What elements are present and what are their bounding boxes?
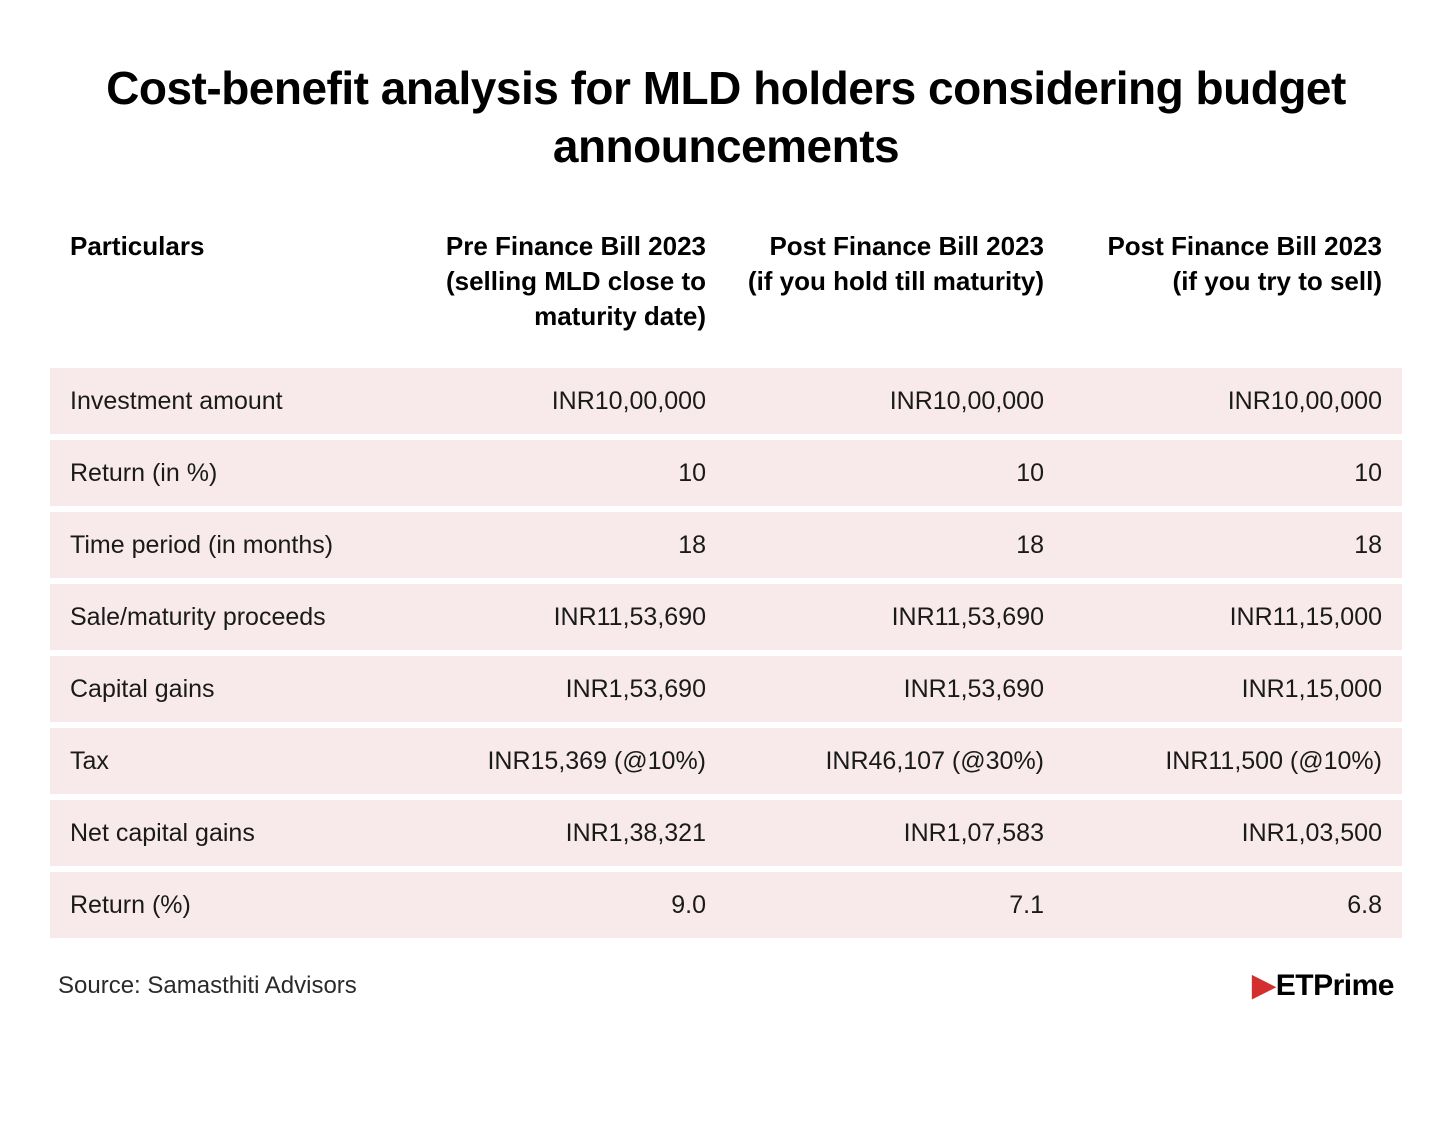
row-value: INR10,00,000 [726,368,1064,434]
row-value: INR11,53,690 [726,584,1064,650]
row-value: 10 [388,440,726,506]
column-header-post-hold: Post Finance Bill 2023 (if you hold till… [726,221,1064,362]
page-title: Cost-benefit analysis for MLD holders co… [50,60,1402,175]
row-value: 10 [1064,440,1402,506]
column-header-particulars: Particulars [50,221,388,362]
row-value: INR1,07,583 [726,800,1064,866]
row-label: Capital gains [50,656,388,722]
row-value: 18 [726,512,1064,578]
row-value: INR15,369 (@10%) [388,728,726,794]
play-icon: ▶ [1252,968,1275,1003]
source-text: Source: Samasthiti Advisors [58,972,357,1000]
row-value: INR46,107 (@30%) [726,728,1064,794]
row-value: 9.0 [388,872,726,938]
row-label: Return (in %) [50,440,388,506]
table-row: Capital gains INR1,53,690 INR1,53,690 IN… [50,656,1402,722]
row-value: INR10,00,000 [1064,368,1402,434]
table-row: Tax INR15,369 (@10%) INR46,107 (@30%) IN… [50,728,1402,794]
row-value: INR11,53,690 [388,584,726,650]
row-value: 7.1 [726,872,1064,938]
table-row: Investment amount INR10,00,000 INR10,00,… [50,368,1402,434]
row-value: INR11,500 (@10%) [1064,728,1402,794]
table-row: Return (in %) 10 10 10 [50,440,1402,506]
table-row: Sale/maturity proceeds INR11,53,690 INR1… [50,584,1402,650]
row-value: INR10,00,000 [388,368,726,434]
footer: Source: Samasthiti Advisors ▶ETPrime [50,968,1402,1003]
row-value: INR1,38,321 [388,800,726,866]
column-header-pre-finance: Pre Finance Bill 2023 (selling MLD close… [388,221,726,362]
table-row: Return (%) 9.0 7.1 6.8 [50,872,1402,938]
table-row: Net capital gains INR1,38,321 INR1,07,58… [50,800,1402,866]
table-row: Time period (in months) 18 18 18 [50,512,1402,578]
row-value: INR1,53,690 [726,656,1064,722]
row-value: INR1,15,000 [1064,656,1402,722]
table-header-row: Particulars Pre Finance Bill 2023 (selli… [50,221,1402,362]
column-header-post-sell: Post Finance Bill 2023 (if you try to se… [1064,221,1402,362]
row-label: Net capital gains [50,800,388,866]
row-value: INR11,15,000 [1064,584,1402,650]
row-value: 10 [726,440,1064,506]
analysis-table: Particulars Pre Finance Bill 2023 (selli… [50,215,1402,944]
row-value: INR1,03,500 [1064,800,1402,866]
row-value: 18 [388,512,726,578]
logo-text: ETPrime [1276,969,1394,1003]
row-label: Return (%) [50,872,388,938]
row-value: INR1,53,690 [388,656,726,722]
brand-logo: ▶ETPrime [1252,968,1394,1003]
row-value: 6.8 [1064,872,1402,938]
row-label: Investment amount [50,368,388,434]
row-value: 18 [1064,512,1402,578]
row-label: Sale/maturity proceeds [50,584,388,650]
row-label: Time period (in months) [50,512,388,578]
row-label: Tax [50,728,388,794]
